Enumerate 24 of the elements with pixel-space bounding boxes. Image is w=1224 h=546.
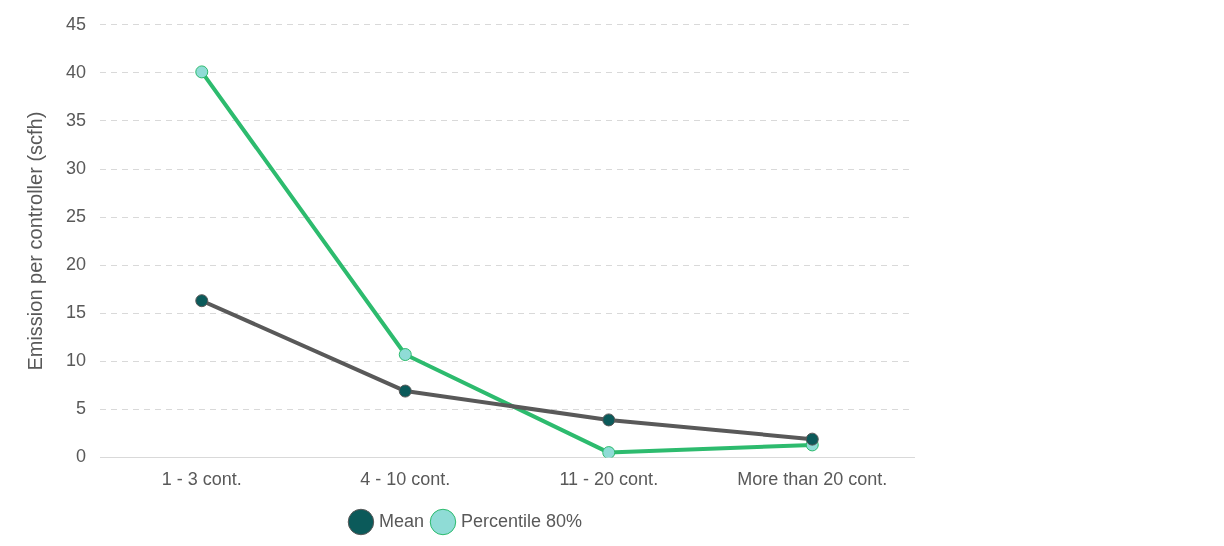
y-tick-label: 35 <box>65 109 87 130</box>
point <box>398 348 412 362</box>
point <box>805 432 819 446</box>
y-tick-label: 45 <box>65 13 87 34</box>
y-tick-label: 15 <box>65 302 87 323</box>
point <box>195 294 209 308</box>
y-tick-label: 30 <box>65 157 87 178</box>
y-tick-label: 0 <box>76 446 87 467</box>
y-axis-title: Emission per controller (scfh) <box>23 111 46 371</box>
x-tick-label: 4 - 10 cont. <box>360 469 451 490</box>
y-tick-label: 20 <box>65 254 87 275</box>
x-tick-label: 11 - 20 cont. <box>559 469 659 490</box>
legend-label: Mean <box>378 510 424 531</box>
point <box>398 384 412 398</box>
y-tick-label: 5 <box>76 398 87 419</box>
y-tick-label: 10 <box>65 350 87 371</box>
point <box>195 65 209 79</box>
x-tick-label: More than 20 cont. <box>737 469 888 490</box>
y-tick-label: 40 <box>65 61 87 82</box>
x-tick-label: 1 - 3 cont. <box>161 469 242 490</box>
legend-label: Percentile 80% <box>460 510 583 531</box>
point <box>602 446 616 458</box>
point <box>602 413 616 427</box>
y-tick-label: 25 <box>65 206 87 227</box>
